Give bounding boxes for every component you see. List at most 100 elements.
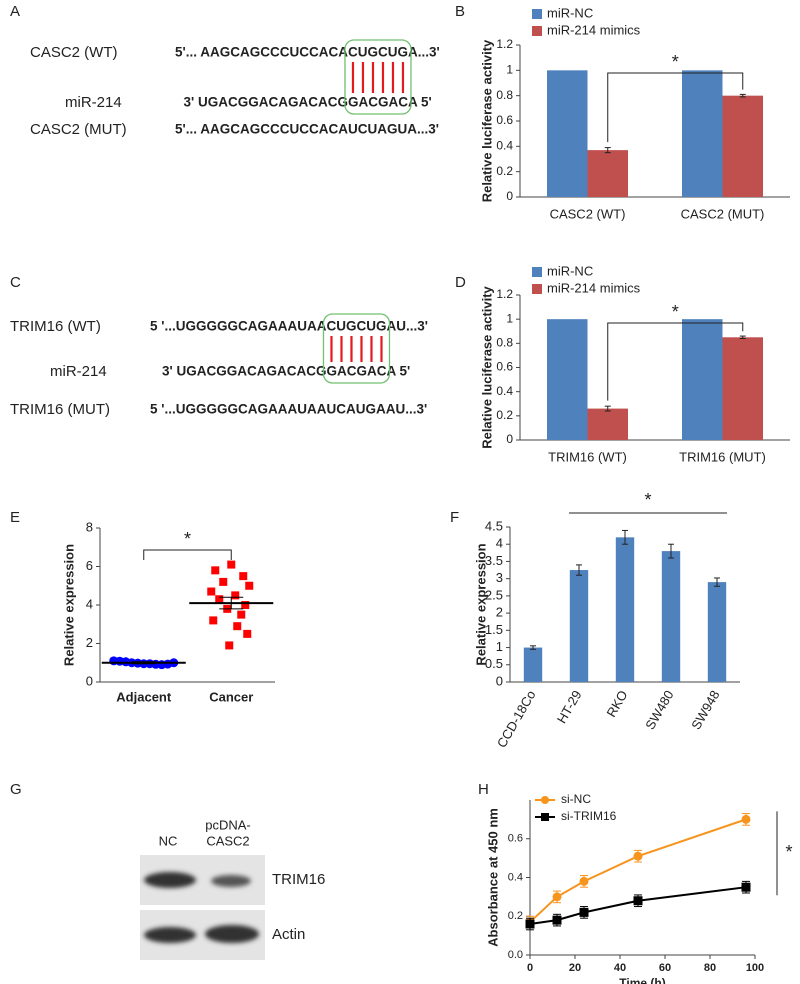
bar: [661, 551, 681, 682]
y-tick-label: 0: [496, 673, 503, 688]
legend-swatch: [532, 284, 542, 294]
x-tick-label: HT-29: [554, 688, 585, 726]
blot-band: [211, 875, 251, 887]
y-tick-label: 2: [496, 605, 503, 620]
western-blot: NC pcDNA- CASC2 TRIM16 Actin: [140, 817, 325, 960]
band-label: Actin: [272, 926, 305, 943]
sequence-label: CASC2 (WT): [30, 44, 118, 61]
x-tick-label: 20: [569, 962, 581, 974]
sequence: 5 '...UGGGGGCAGAAAUAA: [150, 402, 327, 417]
y-tick-label: 0.2: [496, 408, 513, 422]
lane-label: pcDNA-: [205, 817, 251, 832]
data-point: [233, 622, 242, 631]
sequence-label: TRIM16 (WT): [10, 318, 101, 335]
sequence-highlight: CUGCUG: [326, 319, 386, 334]
panel-label: A: [10, 3, 20, 20]
x-tick-label: 0: [527, 962, 533, 974]
y-tick-label: 0.4: [508, 871, 523, 883]
legend-swatch: [532, 267, 542, 277]
x-tick-label: CASC2 (MUT): [681, 206, 765, 221]
data-point: [243, 629, 252, 638]
data-point: [633, 896, 643, 906]
x-tick-label: Adjacent: [116, 689, 172, 704]
sequence: 3' UGACGGACAGACACG: [184, 95, 348, 110]
y-tick-label: 4: [496, 536, 503, 551]
y-tick-label: 1.2: [496, 287, 513, 301]
y-axis-label: Relative expression: [473, 543, 488, 665]
y-tick-label: 0.5: [485, 656, 503, 671]
panel-label: G: [10, 781, 22, 798]
x-tick-label: TRIM16 (MUT): [679, 449, 766, 464]
pairing-box: [322, 313, 391, 384]
y-tick-label: 8: [86, 519, 93, 534]
y-tick-label: 1: [496, 639, 503, 654]
data-point: [552, 915, 562, 925]
band-label: TRIM16: [272, 871, 325, 888]
panel-label: E: [10, 509, 20, 526]
x-tick-label: SW948: [688, 688, 722, 732]
x-tick-label: CASC2 (WT): [550, 206, 626, 221]
bar: [615, 537, 635, 682]
data-point: [241, 601, 250, 609]
sequence: 3' UGACGGACAGACACG: [162, 364, 326, 379]
panel-label: C: [10, 274, 21, 291]
data-point: [227, 560, 236, 569]
sequence-highlight: CUGCUG: [348, 45, 408, 60]
x-tick-label: CCD-18Co: [494, 688, 539, 751]
y-tick-label: 0.2: [496, 164, 513, 178]
y-tick-label: 0.2: [508, 910, 523, 922]
bar: [587, 408, 628, 440]
sequence-highlight: UCAUGA: [326, 402, 385, 417]
x-tick-label: 80: [704, 962, 716, 974]
blot-band: [144, 927, 196, 943]
y-tick-label: 0.4: [496, 139, 513, 153]
x-tick-label: 40: [614, 962, 626, 974]
significance-bracket: [143, 549, 232, 560]
data-point: [209, 616, 218, 625]
significance: *: [672, 52, 679, 72]
sequence-label: miR-214: [65, 94, 122, 111]
y-tick-label: 1: [506, 63, 513, 77]
y-axis-label: Relative luciferase activity: [479, 39, 494, 202]
y-tick-label: 0.8: [496, 88, 513, 102]
y-tick-label: 0.6: [508, 833, 523, 845]
sequence-highlight: GACGAC: [348, 95, 408, 110]
sequence: A...3': [407, 122, 439, 137]
panel-label: B: [455, 3, 465, 20]
data-point: [237, 610, 246, 619]
bar: [587, 150, 628, 197]
sequence-label: CASC2 (MUT): [30, 121, 127, 138]
sequence: A 5': [408, 95, 432, 110]
sequence-highlight: GACGAC: [326, 364, 386, 379]
sequence: AU...3': [386, 402, 427, 417]
legend-label: miR-214 mimics: [547, 280, 641, 295]
y-tick-label: 1: [506, 311, 513, 325]
sequence-highlight: UCUAGU: [348, 122, 407, 137]
lane-label: CASC2: [206, 833, 249, 848]
y-tick-label: 0.6: [496, 360, 513, 374]
y-axis-label: Relative luciferase activity: [479, 285, 494, 448]
legend-label: miR-214 mimics: [547, 22, 641, 37]
x-tick-label: TRIM16 (WT): [548, 449, 627, 464]
bar: [682, 70, 723, 197]
pairing-box: [344, 39, 412, 115]
bar: [722, 337, 763, 440]
legend-label: miR-NC: [547, 263, 593, 278]
sequence: AU...3': [386, 319, 427, 334]
data-point: [239, 572, 248, 581]
panel-label: H: [478, 781, 489, 798]
x-tick-label: Cancer: [209, 689, 253, 704]
x-tick-label: SW480: [642, 688, 676, 732]
bar: [547, 70, 588, 197]
legend-label: si-TRIM16: [561, 809, 617, 823]
sequence-label: miR-214: [50, 363, 107, 380]
bar: [523, 647, 543, 682]
bar: [682, 319, 723, 440]
data-point: [633, 851, 643, 861]
data-point: [231, 591, 240, 600]
sequence: A 5': [386, 364, 410, 379]
y-tick-label: 4.5: [485, 518, 503, 533]
panel-label: F: [450, 509, 459, 526]
sequence: 5'... AAGCAGCCCUCCACA: [175, 45, 348, 60]
